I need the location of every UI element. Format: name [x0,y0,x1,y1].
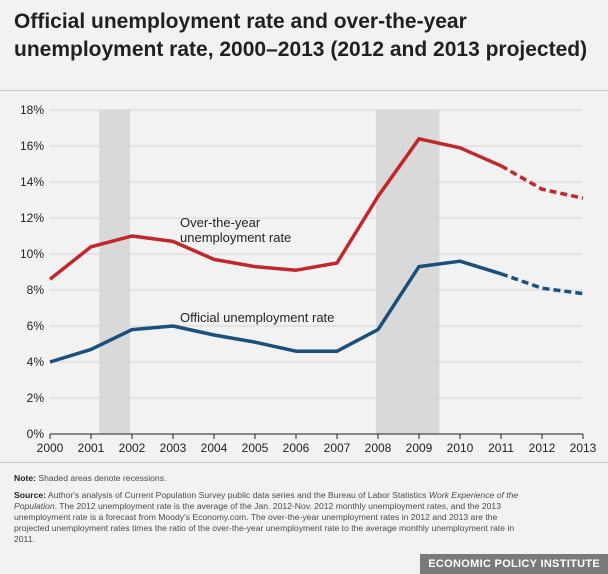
chart-series [48,137,584,364]
recession-band-0 [99,110,130,434]
page-title: Official unemployment rate and over-the-… [14,10,588,61]
series-0-projected-line [500,164,584,200]
over-the-year-label-line1: Over-the-year [180,215,261,230]
y-tick-label: 2% [27,391,45,405]
x-tick-label: 2004 [201,441,228,455]
x-tick-label: 2009 [406,441,433,455]
series-1-projected-line [500,272,584,296]
source-label: Source: [14,490,46,500]
epi-footer-badge: ECONOMIC POLICY INSTITUTE [420,554,608,574]
x-tick-label: 2007 [324,441,351,455]
chart-axes: 0% 2% 4% 6% 8% 10% 12% 14% 16% 18% 2000 2001 2002 200… [20,103,597,455]
note-label: Note: [14,473,36,483]
y-tick-label: 4% [27,355,45,369]
over-the-year-label-line2: unemployment rate [180,230,291,245]
y-tick-label: 14% [20,175,44,189]
source-text-1: Author's analysis of Current Population … [47,490,427,500]
x-tick-label: 2000 [37,441,64,455]
chart-gridlines [50,109,583,399]
y-tick-label: 8% [27,283,45,297]
x-tick-label: 2005 [242,441,269,455]
y-tick-label: 16% [20,139,44,153]
x-tick-label: 2002 [119,441,146,455]
x-tick-label: 2010 [447,441,474,455]
series-1-actual-line [49,259,502,364]
source-paragraph: Source: Author's analysis of Current Pop… [14,490,534,545]
note-paragraph: Note: Shaded areas denote recessions. [14,473,534,484]
chart-notes: Note: Shaded areas denote recessions. So… [14,473,534,551]
y-tick-label: 6% [27,319,45,333]
x-tick-label: 2008 [365,441,392,455]
official-rate-label: Official unemployment rate [180,310,334,325]
x-tick-label: 2006 [283,441,310,455]
y-tick-label: 18% [20,103,44,117]
recession-shading [99,110,440,434]
x-tick-label: 2003 [160,441,187,455]
y-tick-label: 12% [20,211,44,225]
x-tick-label: 2012 [529,441,556,455]
recession-band-1 [375,110,440,434]
line-chart: 0% 2% 4% 6% 8% 10% 12% 14% 16% 18% 2000 2001 2002 200… [20,103,597,455]
chart-bottom-divider [0,462,608,463]
title-divider [0,90,608,91]
series-0-actual-line [48,137,502,281]
x-tick-label: 2001 [78,441,105,455]
y-tick-label: 0% [27,427,45,441]
x-tick-label: 2011 [488,441,514,455]
source-italic: Work Experience of the Population [14,490,519,511]
y-tick-label: 10% [20,247,44,261]
x-tick-label: 2013 [570,441,597,455]
note-text: Shaded areas denote recessions. [38,473,167,483]
source-text-2: . The 2012 unemployment rate is the aver… [14,501,515,544]
